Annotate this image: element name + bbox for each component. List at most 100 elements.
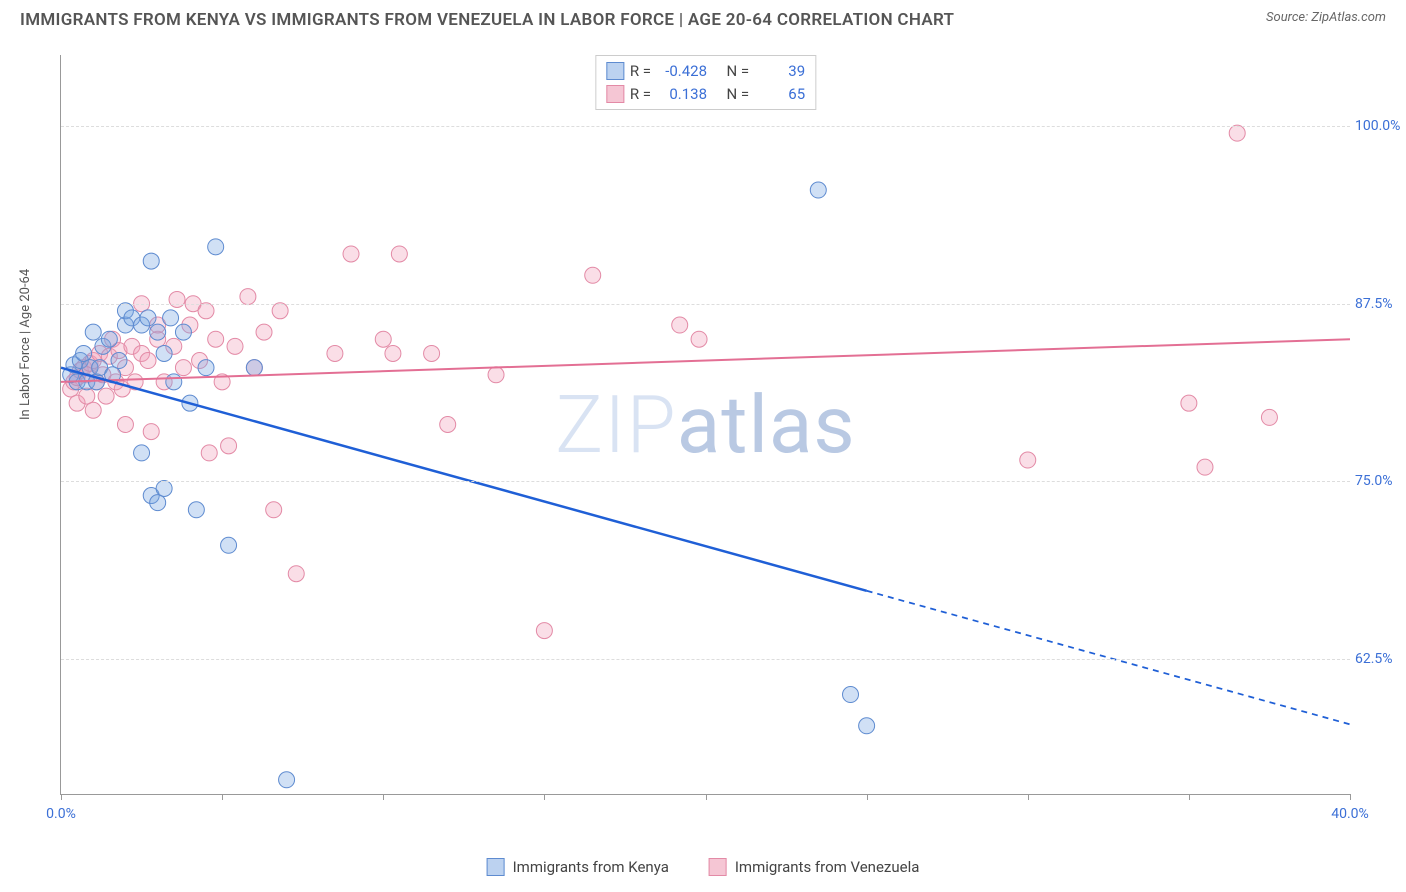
scatter-point — [134, 445, 150, 461]
scatter-point — [85, 402, 101, 418]
scatter-point — [343, 246, 359, 262]
scatter-point — [156, 345, 172, 361]
scatter-point — [169, 291, 185, 307]
scatter-point — [150, 324, 166, 340]
legend-item-venezuela: Immigrants from Venezuela — [709, 858, 920, 876]
scatter-point — [76, 345, 92, 361]
scatter-point — [140, 353, 156, 369]
legend-label-venezuela: Immigrants from Venezuela — [735, 858, 920, 876]
xtick — [222, 794, 223, 800]
swatch-kenya — [606, 62, 624, 80]
xtick — [544, 794, 545, 800]
legend-row-venezuela: R = 0.138 N = 65 — [606, 83, 805, 106]
n-value-kenya: 39 — [755, 60, 805, 83]
scatter-point — [175, 360, 191, 376]
legend-label-kenya: Immigrants from Kenya — [513, 858, 669, 876]
scatter-point — [143, 253, 159, 269]
trend-line — [61, 368, 867, 591]
scatter-point — [843, 687, 859, 703]
scatter-point — [188, 502, 204, 518]
plot-area: ZIPatlas R = -0.428 N = 39 R = 0.138 N =… — [60, 55, 1350, 795]
xtick-label: 0.0% — [46, 806, 76, 822]
scatter-point — [1197, 459, 1213, 475]
r-value-venezuela: 0.138 — [657, 83, 707, 106]
scatter-point — [221, 537, 237, 553]
scatter-point — [424, 345, 440, 361]
scatter-point — [198, 360, 214, 376]
xtick — [867, 794, 868, 800]
scatter-point — [279, 772, 295, 788]
xtick — [61, 794, 62, 800]
xtick-label: 40.0% — [1331, 806, 1369, 822]
scatter-point — [1261, 409, 1277, 425]
legend-row-kenya: R = -0.428 N = 39 — [606, 60, 805, 83]
xtick — [706, 794, 707, 800]
scatter-point — [272, 303, 288, 319]
scatter-point — [98, 388, 114, 404]
scatter-point — [221, 438, 237, 454]
scatter-point — [385, 345, 401, 361]
scatter-point — [859, 718, 875, 734]
scatter-point — [246, 360, 262, 376]
scatter-point — [140, 310, 156, 326]
y-axis-label: In Labor Force | Age 20-64 — [18, 269, 33, 420]
n-value-venezuela: 65 — [755, 83, 805, 106]
scatter-point — [156, 480, 172, 496]
r-label: R = — [630, 60, 651, 83]
xtick — [1189, 794, 1190, 800]
plot-svg — [61, 55, 1350, 794]
r-value-kenya: -0.428 — [657, 60, 707, 83]
swatch-venezuela-icon — [709, 858, 727, 876]
scatter-point — [440, 417, 456, 433]
scatter-point — [79, 388, 95, 404]
chart-title: IMMIGRANTS FROM KENYA VS IMMIGRANTS FROM… — [20, 10, 954, 30]
scatter-point — [85, 324, 101, 340]
scatter-point — [208, 239, 224, 255]
correlation-legend: R = -0.428 N = 39 R = 0.138 N = 65 — [595, 55, 816, 110]
series-legend: Immigrants from Kenya Immigrants from Ve… — [487, 858, 920, 876]
n-label: N = — [727, 83, 750, 106]
xtick — [383, 794, 384, 800]
scatter-point — [150, 495, 166, 511]
swatch-venezuela — [606, 85, 624, 103]
scatter-point — [240, 289, 256, 305]
r-label: R = — [630, 83, 651, 106]
scatter-point — [536, 623, 552, 639]
scatter-point — [198, 303, 214, 319]
xtick — [1350, 794, 1351, 800]
ytick-label: 87.5% — [1355, 296, 1406, 312]
scatter-point — [111, 353, 127, 369]
scatter-point — [1229, 125, 1245, 141]
scatter-point — [166, 374, 182, 390]
ytick-label: 75.0% — [1355, 473, 1406, 489]
scatter-point — [810, 182, 826, 198]
swatch-kenya-icon — [487, 858, 505, 876]
scatter-point — [691, 331, 707, 347]
xtick — [1028, 794, 1029, 800]
scatter-point — [488, 367, 504, 383]
scatter-point — [201, 445, 217, 461]
scatter-point — [208, 331, 224, 347]
gridline — [61, 481, 1350, 482]
scatter-point — [101, 331, 117, 347]
gridline — [61, 659, 1350, 660]
ytick-label: 62.5% — [1355, 651, 1406, 667]
scatter-point — [327, 345, 343, 361]
scatter-point — [375, 331, 391, 347]
n-label: N = — [727, 60, 750, 83]
scatter-point — [143, 424, 159, 440]
scatter-point — [227, 338, 243, 354]
scatter-point — [672, 317, 688, 333]
scatter-point — [117, 417, 133, 433]
scatter-point — [1020, 452, 1036, 468]
gridline — [61, 304, 1350, 305]
gridline — [61, 126, 1350, 127]
title-bar: IMMIGRANTS FROM KENYA VS IMMIGRANTS FROM… — [0, 0, 1406, 30]
scatter-point — [266, 502, 282, 518]
ytick-label: 100.0% — [1355, 118, 1406, 134]
legend-item-kenya: Immigrants from Kenya — [487, 858, 669, 876]
scatter-point — [288, 566, 304, 582]
scatter-point — [391, 246, 407, 262]
scatter-point — [163, 310, 179, 326]
source-attribution: Source: ZipAtlas.com — [1266, 10, 1386, 25]
